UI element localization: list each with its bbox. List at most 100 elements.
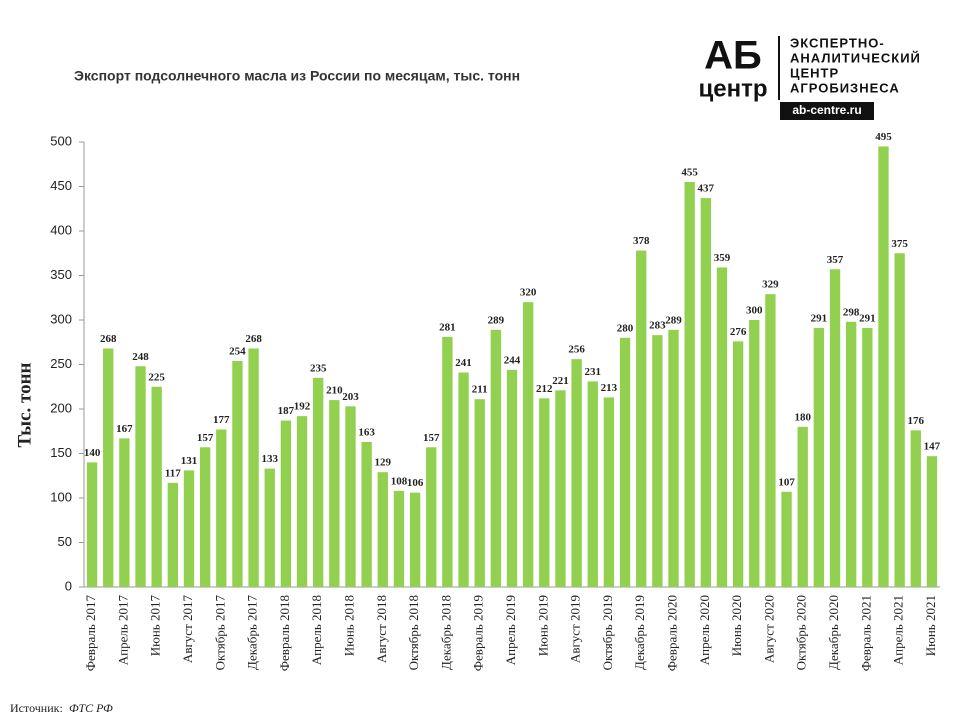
x-tick-label: Август 2020 <box>761 595 776 663</box>
y-tick-label: 200 <box>50 400 72 415</box>
x-tick-label: Апрель 2020 <box>697 595 712 665</box>
bar <box>813 328 825 587</box>
value-label: 176 <box>908 415 925 427</box>
x-tick-label: Июнь 2018 <box>341 595 356 656</box>
bar <box>216 429 227 587</box>
bar <box>668 329 679 587</box>
x-tick-label: Октябрь 2017 <box>212 595 227 671</box>
y-tick-label: 100 <box>50 489 72 504</box>
value-label: 241 <box>455 357 472 369</box>
bar <box>442 336 453 587</box>
bar <box>862 328 873 587</box>
bar <box>135 366 146 587</box>
value-label: 221 <box>552 375 569 387</box>
value-label: 378 <box>633 235 650 247</box>
value-label: 129 <box>375 457 392 469</box>
bar <box>119 438 130 587</box>
value-label: 495 <box>875 131 892 143</box>
value-label: 320 <box>520 287 537 299</box>
value-label: 235 <box>310 362 327 374</box>
value-label: 268 <box>245 333 262 345</box>
bar <box>296 416 308 587</box>
bar <box>183 470 195 587</box>
logo-url-bg <box>780 102 874 120</box>
value-label: 268 <box>100 333 117 345</box>
bar <box>797 426 808 587</box>
value-label: 298 <box>843 306 860 318</box>
value-label: 117 <box>165 467 181 479</box>
bar <box>490 329 502 587</box>
bar <box>603 397 615 587</box>
bar <box>910 430 921 587</box>
value-label: 212 <box>536 383 553 395</box>
x-tick-label: Декабрь 2020 <box>826 595 841 670</box>
bar <box>652 335 663 587</box>
x-tick-label: Июнь 2017 <box>148 595 163 657</box>
bar <box>926 456 938 587</box>
y-tick-label: 150 <box>50 445 72 460</box>
y-tick-label: 350 <box>50 267 72 282</box>
x-tick-label: Апрель 2017 <box>115 595 130 666</box>
bar <box>345 406 356 587</box>
bar <box>199 447 211 587</box>
bar <box>458 372 469 587</box>
bar <box>619 337 631 587</box>
bar <box>280 420 292 587</box>
bar <box>636 250 647 587</box>
value-label: 167 <box>116 423 133 435</box>
x-tick-label: Декабрь 2017 <box>245 595 260 670</box>
bar <box>684 182 695 588</box>
value-label: 289 <box>665 314 682 326</box>
bar <box>555 390 566 587</box>
x-tick-label: Февраль 2018 <box>277 595 292 671</box>
bar <box>393 490 405 587</box>
chart-title: Экспорт подсолнечного масла из России по… <box>74 68 520 84</box>
x-tick-label: Февраль 2017 <box>83 595 98 672</box>
value-label: 289 <box>488 314 505 326</box>
x-tick-label: Июнь 2019 <box>535 595 550 656</box>
bar <box>86 462 98 587</box>
value-label: 256 <box>568 344 585 356</box>
value-label: 357 <box>827 254 844 266</box>
y-axis-title: Тыс. тонн <box>14 362 35 447</box>
bar <box>474 399 485 587</box>
x-tick-label: Апрель 2018 <box>309 595 324 665</box>
value-label: 211 <box>472 384 488 396</box>
value-label: 291 <box>859 313 876 325</box>
x-tick-label: Апрель 2019 <box>503 595 518 665</box>
logo-mark: центр <box>698 75 767 102</box>
value-label: 283 <box>649 320 666 332</box>
value-label: 177 <box>213 414 230 426</box>
value-label: 210 <box>326 385 343 397</box>
x-tick-label: Август 2018 <box>374 595 389 663</box>
bar <box>506 369 518 587</box>
bar <box>313 377 324 587</box>
logo: АБ центр ЭКСПЕРТНО- АНАЛИТИЧЕСКИЙ ЦЕНТР … <box>698 34 920 120</box>
bar <box>522 302 534 587</box>
value-label: 192 <box>294 401 311 413</box>
bar <box>264 468 275 587</box>
x-tick-label: Декабрь 2019 <box>632 595 647 670</box>
value-label: 157 <box>423 432 440 444</box>
y-tick-label: 400 <box>50 222 72 237</box>
value-label: 437 <box>698 183 715 195</box>
bar <box>539 398 550 587</box>
value-label: 108 <box>391 475 408 487</box>
x-tick-label: Июнь 2020 <box>729 595 744 656</box>
bar <box>103 348 114 587</box>
value-label: 254 <box>229 345 246 357</box>
logo-text: АГРОБИЗНЕСА <box>790 80 900 95</box>
value-label: 225 <box>148 371 165 383</box>
value-label: 329 <box>762 279 779 291</box>
bar <box>878 146 889 587</box>
bar <box>700 198 711 587</box>
bar <box>571 359 582 587</box>
x-tick-label: Февраль 2019 <box>471 595 486 671</box>
value-label: 180 <box>794 411 811 423</box>
logo-mark: АБ <box>704 34 762 78</box>
bar <box>781 491 792 587</box>
value-label: 107 <box>778 476 795 488</box>
value-label: 147 <box>924 441 941 453</box>
bar <box>894 253 905 587</box>
